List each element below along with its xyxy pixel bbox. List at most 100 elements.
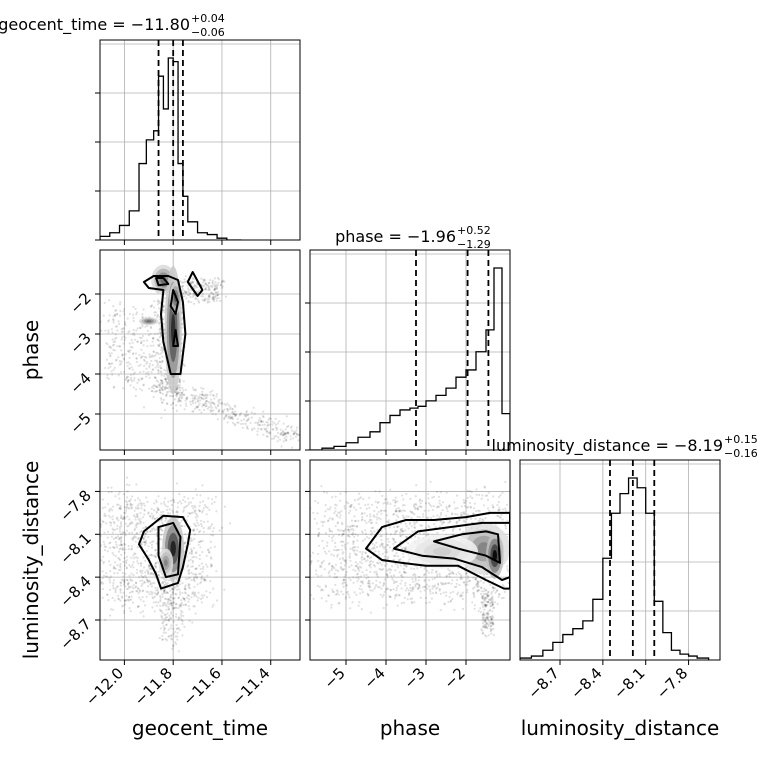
sample-point (112, 368, 115, 371)
hist-step-geocent-time (100, 57, 242, 240)
sample-point (392, 512, 395, 516)
sample-point (103, 545, 106, 548)
sample-point (142, 541, 146, 544)
sample-point (157, 508, 160, 511)
sample-point (416, 506, 419, 510)
sample-point (354, 553, 357, 557)
sample-point (384, 509, 387, 512)
sample-point (481, 597, 484, 600)
sample-point (209, 405, 212, 408)
sample-point (171, 590, 175, 594)
sample-point (199, 399, 202, 402)
sample-point (491, 601, 494, 604)
sample-point (342, 540, 345, 543)
sample-point (145, 590, 148, 593)
sample-point (353, 552, 356, 555)
sample-point (448, 520, 451, 523)
sample-point (444, 582, 447, 585)
sample-point (321, 589, 325, 592)
sample-point (492, 623, 495, 626)
sample-point (285, 415, 288, 418)
sample-point (405, 536, 409, 539)
sample-point (355, 565, 358, 568)
sample-point (147, 511, 150, 514)
sample-point (448, 569, 451, 572)
sample-point (108, 363, 111, 366)
sample-point (161, 617, 164, 620)
sample-point (139, 598, 142, 601)
sample-point (373, 571, 376, 574)
sample-point (378, 490, 381, 493)
sample-point (131, 380, 134, 383)
sample-point (109, 563, 112, 566)
sample-point (501, 508, 504, 511)
sample-point (344, 559, 347, 562)
sample-point (482, 617, 485, 620)
sample-point (113, 366, 116, 369)
sample-point (188, 583, 191, 586)
sample-point (136, 590, 139, 593)
sample-point (350, 519, 353, 522)
sample-point (195, 519, 198, 522)
sample-point (405, 515, 408, 518)
sample-point (285, 432, 288, 436)
sample-point (133, 527, 137, 530)
svg-text:−1.29: −1.29 (457, 238, 491, 251)
sample-point (117, 356, 120, 359)
sample-point (178, 591, 181, 594)
sample-point (131, 495, 134, 498)
sample-point (357, 519, 360, 523)
sample-point (426, 569, 429, 572)
sample-point (339, 557, 342, 561)
sample-point (106, 575, 109, 578)
sample-point (445, 591, 448, 594)
sample-point (189, 288, 192, 291)
sample-point (112, 608, 115, 611)
sample-point (150, 304, 153, 307)
sample-point (143, 533, 146, 536)
sample-point (456, 578, 459, 582)
sample-point (152, 554, 155, 557)
sample-point (140, 378, 143, 381)
sample-point (195, 577, 199, 580)
sample-point (348, 552, 351, 555)
sample-point (194, 573, 197, 576)
sample-point (171, 608, 174, 611)
sample-point (127, 506, 130, 509)
sample-point (112, 546, 116, 549)
sample-point (209, 540, 212, 544)
sample-point (501, 491, 504, 494)
sample-point (385, 603, 388, 606)
sample-point (343, 575, 346, 578)
sample-point (421, 586, 425, 589)
sample-point (414, 585, 417, 588)
sample-point (175, 395, 178, 398)
sample-point (152, 306, 156, 309)
sample-point (320, 588, 323, 591)
sample-point (151, 340, 154, 343)
sample-point (444, 582, 447, 585)
sample-point (130, 521, 133, 524)
sample-point (183, 599, 186, 602)
sample-point (174, 630, 177, 634)
sample-point (137, 522, 140, 525)
sample-point (112, 528, 115, 532)
sample-point (148, 564, 151, 567)
sample-point (403, 509, 406, 513)
sample-point (142, 344, 145, 347)
sample-point (163, 388, 166, 391)
svg-text:−0.06: −0.06 (191, 26, 225, 39)
sample-point (207, 295, 210, 298)
sample-point (158, 388, 161, 391)
sample-point (163, 368, 166, 372)
sample-point (188, 501, 191, 504)
sample-point (233, 404, 236, 407)
sample-point (161, 360, 164, 363)
sample-point (422, 532, 426, 535)
sample-point (276, 422, 279, 425)
sample-point (170, 403, 173, 407)
sample-point (101, 498, 104, 501)
sample-point (127, 548, 130, 551)
svg-text:+0.52: +0.52 (457, 224, 491, 237)
sample-point (165, 391, 168, 394)
